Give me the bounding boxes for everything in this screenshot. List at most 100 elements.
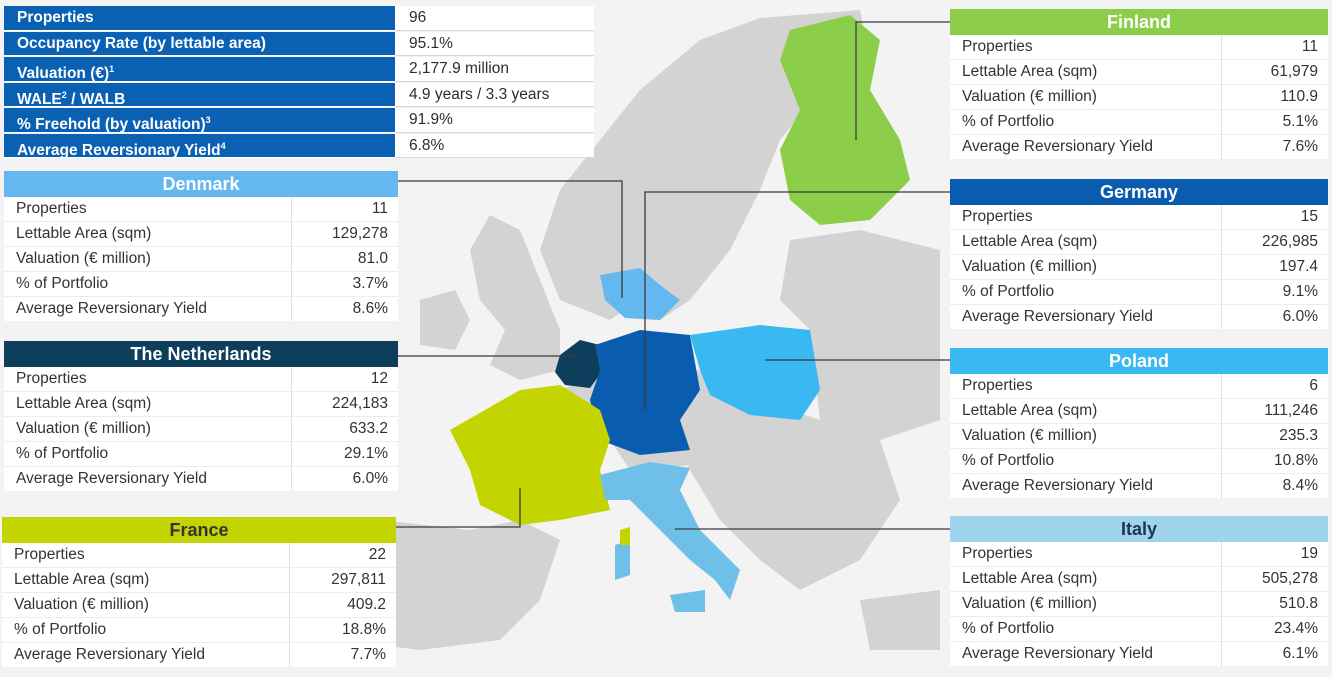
summary-label: Properties [4, 6, 395, 31]
row-label: % of Portfolio [950, 110, 1222, 134]
row-label: Properties [950, 374, 1222, 398]
summary-value: 95.1% [395, 31, 594, 56]
summary-value: 2,177.9 million [395, 57, 594, 82]
summary-label: Valuation (€)1 [4, 57, 395, 82]
card-row: Valuation (€ million) 510.8 [950, 591, 1328, 616]
row-value: 3.7% [352, 275, 388, 292]
poland-card: Poland Properties 6 Lettable Area (sqm) 111… [950, 348, 1328, 498]
card-row: Lettable Area (sqm) 129,278 [4, 221, 398, 246]
card-row: Valuation (€ million) 110.9 [950, 84, 1328, 109]
row-label: Valuation (€ million) [950, 85, 1222, 109]
row-value: 9.1% [1282, 283, 1318, 300]
card-row: % of Portfolio 23.4% [950, 616, 1328, 641]
connector-finland [855, 21, 950, 140]
connector-denmark [398, 180, 623, 298]
card-row: Lettable Area (sqm) 61,979 [950, 59, 1328, 84]
summary-row: Occupancy Rate (by lettable area) 95.1% [4, 31, 594, 56]
denmark-shape [600, 268, 680, 320]
row-label: Average Reversionary Yield [950, 305, 1222, 329]
row-label: Properties [950, 542, 1222, 566]
row-value: 235.3 [1279, 427, 1318, 444]
card-row: Valuation (€ million) 409.2 [2, 592, 396, 617]
row-label: % of Portfolio [950, 449, 1222, 473]
finland-shape [780, 15, 910, 225]
summary-row: WALE2 / WALB 4.9 years / 3.3 years [4, 82, 594, 108]
card-header: Poland [950, 348, 1328, 374]
row-value: 633.2 [349, 420, 388, 437]
card-row: Average Reversionary Yield 8.6% [4, 296, 398, 321]
card-row: Lettable Area (sqm) 224,183 [4, 391, 398, 416]
row-value: 19 [1300, 545, 1318, 562]
france-shape [450, 385, 610, 525]
row-label: Properties [950, 205, 1222, 229]
row-value: 15 [1300, 208, 1318, 225]
corsica-shape [620, 527, 630, 545]
sicily-shape [670, 590, 705, 612]
card-header: Italy [950, 516, 1328, 542]
row-value: 11 [1301, 38, 1318, 55]
row-value: 5.1% [1282, 113, 1318, 130]
row-label: % of Portfolio [2, 618, 290, 642]
connector-germany [644, 191, 950, 410]
summary-value: 96 [395, 6, 594, 31]
row-label: Lettable Area (sqm) [950, 60, 1222, 84]
row-value: 510.8 [1279, 595, 1318, 612]
row-value: 22 [368, 546, 386, 563]
card-row: Properties 19 [950, 542, 1328, 566]
poland-shape [690, 325, 820, 420]
summary-value: 6.8% [395, 133, 594, 158]
row-label: Valuation (€ million) [4, 247, 292, 271]
row-label: Average Reversionary Yield [4, 467, 292, 491]
row-label: Valuation (€ million) [950, 255, 1222, 279]
row-value: 297,811 [331, 571, 386, 588]
row-label: Lettable Area (sqm) [950, 230, 1222, 254]
netherlands-card: The Netherlands Properties 12 Lettable Are… [4, 341, 398, 491]
summary-label: WALE2 / WALB [4, 82, 395, 108]
summary-row: Average Reversionary Yield4 6.8% [4, 133, 594, 159]
connector-france [396, 488, 521, 528]
card-row: Valuation (€ million) 633.2 [4, 416, 398, 441]
row-label: Properties [2, 543, 290, 567]
row-value: 6 [1309, 377, 1318, 394]
row-value: 111,246 [1264, 402, 1318, 419]
row-value: 197.4 [1279, 258, 1318, 275]
row-label: Lettable Area (sqm) [4, 392, 292, 416]
summary-label: Occupancy Rate (by lettable area) [4, 31, 395, 56]
card-header: The Netherlands [4, 341, 398, 367]
card-header: Denmark [4, 171, 398, 197]
card-row: Lettable Area (sqm) 505,278 [950, 566, 1328, 591]
row-value: 110.9 [1280, 88, 1318, 105]
card-row: % of Portfolio 5.1% [950, 109, 1328, 134]
sardinia-shape [615, 540, 630, 580]
row-label: Average Reversionary Yield [2, 643, 290, 667]
summary-value: 91.9% [395, 108, 594, 133]
row-value: 409.2 [347, 596, 386, 613]
row-label: Average Reversionary Yield [950, 135, 1222, 159]
row-label: % of Portfolio [4, 442, 292, 466]
card-row: Properties 22 [2, 543, 396, 567]
card-row: Properties 11 [950, 35, 1328, 59]
card-header: France [2, 517, 396, 543]
row-value: 61,979 [1270, 63, 1318, 80]
row-label: Valuation (€ million) [4, 417, 292, 441]
row-label: Average Reversionary Yield [4, 297, 292, 321]
germany-card: Germany Properties 15 Lettable Area (sqm) 2… [950, 179, 1328, 329]
row-label: Properties [4, 197, 292, 221]
row-value: 129,278 [331, 225, 388, 242]
row-label: Lettable Area (sqm) [950, 399, 1222, 423]
summary-label: Average Reversionary Yield4 [4, 133, 395, 159]
row-label: Valuation (€ million) [2, 593, 290, 617]
summary-label: % Freehold (by valuation)3 [4, 108, 395, 133]
row-value: 12 [370, 370, 388, 387]
row-value: 29.1% [344, 445, 388, 462]
row-label: Valuation (€ million) [950, 424, 1222, 448]
card-row: Valuation (€ million) 197.4 [950, 254, 1328, 279]
italy-card: Italy Properties 19 Lettable Area (sqm) 505… [950, 516, 1328, 666]
card-row: Average Reversionary Yield 6.0% [4, 466, 398, 491]
row-value: 6.1% [1282, 645, 1318, 662]
card-row: % of Portfolio 10.8% [950, 448, 1328, 473]
row-value: 6.0% [352, 470, 388, 487]
row-label: Lettable Area (sqm) [2, 568, 290, 592]
row-value: 81.0 [357, 250, 388, 267]
card-row: Average Reversionary Yield 8.4% [950, 473, 1328, 498]
